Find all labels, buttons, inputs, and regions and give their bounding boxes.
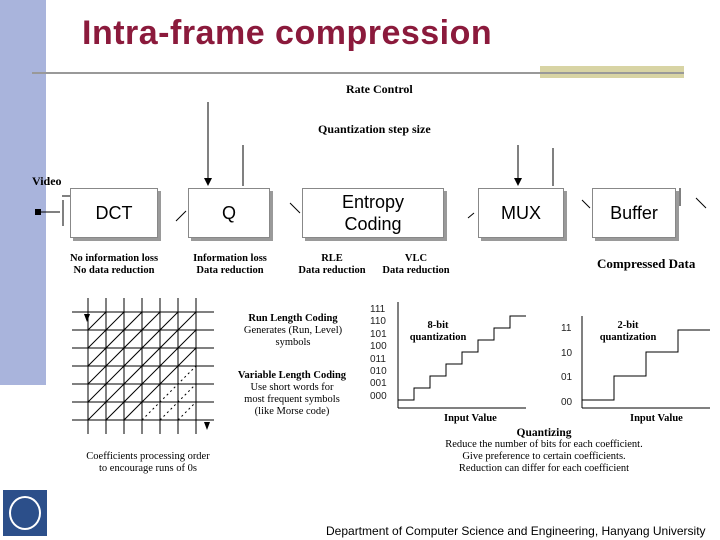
q2-label-line-1: 2-bit — [617, 320, 639, 331]
q2-code-list: 11 10 01 00 — [561, 317, 577, 415]
buffer-block: Buffer — [592, 188, 676, 238]
q8-code: 110 — [370, 316, 386, 328]
dct-block: DCT — [70, 188, 158, 238]
coeff-note-line-1: Coefficients processing order — [86, 451, 210, 462]
coeff-note-line-2: to encourage runs of 0s — [99, 463, 197, 474]
q8-code: 101 — [370, 328, 387, 340]
quantizing-title: Quantizing — [516, 427, 572, 439]
slide-title: Intra-frame compression — [82, 14, 493, 52]
q8-label: 8-bit quantization — [404, 320, 472, 344]
rle-note-line-2: Data reduction — [298, 265, 366, 276]
header-rule — [32, 72, 684, 74]
rlc-description: Run Length Coding Generates (Run, Level)… — [228, 313, 358, 349]
vlc-line-2: most frequent symbols — [244, 394, 340, 405]
quantizing-line-2: Give preference to certain coefficients. — [462, 451, 626, 462]
vlc-title: Variable Length Coding — [237, 370, 347, 381]
video-input-label: Video — [32, 174, 62, 188]
quantizing-line-1: Reduce the number of bits for each coeff… — [445, 439, 643, 450]
vlc-line-1: Use short words for — [250, 382, 334, 393]
compressed-data-label: Compressed Data — [597, 256, 696, 271]
q2-code: 01 — [561, 372, 573, 383]
rate-control-label: Rate Control — [346, 82, 413, 96]
entropy-coding-block: Entropy Coding — [302, 188, 444, 238]
zigzag-scan-grid — [72, 298, 214, 434]
coefficient-order-note: Coefficients processing order to encoura… — [74, 451, 222, 475]
vlc-line-3: (like Morse code) — [254, 406, 330, 417]
q8-code-list: 111 110 101 100 011 010 001 000 — [370, 304, 394, 403]
q2-code: 10 — [561, 347, 573, 359]
q2-staircase — [581, 316, 710, 409]
q8-code: 111 — [370, 304, 386, 315]
q2-code: 00 — [561, 396, 573, 408]
vlc-note-line-1: VLC — [404, 253, 428, 264]
rlc-line-1: Generates (Run, Level) — [243, 325, 343, 336]
q8-label-line-1: 8-bit — [427, 320, 449, 331]
q2-axis-label: Input Value — [630, 413, 683, 424]
vlc-note: VLC Data reduction — [376, 253, 456, 277]
entropy-coding-label: Entropy Coding — [341, 192, 405, 234]
mux-block: MUX — [478, 188, 564, 238]
q-note-line-2: Data reduction — [196, 265, 264, 276]
dct-note: No information loss No data reduction — [68, 253, 160, 277]
q-note-line-1: Information loss — [193, 253, 267, 264]
q8-code: 000 — [370, 390, 387, 402]
q8-label-line-2: quantization — [409, 332, 467, 343]
quantizer-block: Q — [188, 188, 270, 238]
university-seal-icon — [9, 496, 41, 530]
q2-code: 11 — [561, 323, 572, 334]
rlc-title: Run Length Coding — [248, 313, 338, 324]
q8-axis-label: Input Value — [444, 413, 497, 424]
q8-code: 011 — [370, 353, 386, 365]
dct-note-line-1: No information loss — [69, 253, 159, 264]
q8-staircase — [397, 302, 526, 409]
rle-note-line-1: RLE — [321, 253, 343, 264]
vlc-note-line-2: Data reduction — [382, 265, 450, 276]
quantizing-description: Quantizing Reduce the number of bits for… — [424, 427, 664, 475]
quantizing-line-3: Reduction can differ for each coefficien… — [458, 463, 630, 474]
sidebar-band — [0, 0, 46, 385]
q2-label-line-2: quantization — [599, 332, 657, 343]
q-note: Information loss Data reduction — [190, 253, 270, 277]
q8-code: 001 — [370, 378, 387, 390]
rlc-line-2: symbols — [275, 337, 311, 348]
q2-label: 2-bit quantization — [596, 320, 660, 344]
q8-code: 010 — [370, 366, 387, 378]
dct-note-line-2: No data reduction — [73, 265, 155, 276]
footer-text: Department of Computer Science and Engin… — [326, 524, 706, 538]
vlc-description: Variable Length Coding Use short words f… — [226, 370, 358, 418]
rle-note: RLE Data reduction — [294, 253, 370, 277]
quantization-step-label: Quantization step size — [318, 122, 431, 136]
q8-code: 100 — [370, 341, 387, 353]
